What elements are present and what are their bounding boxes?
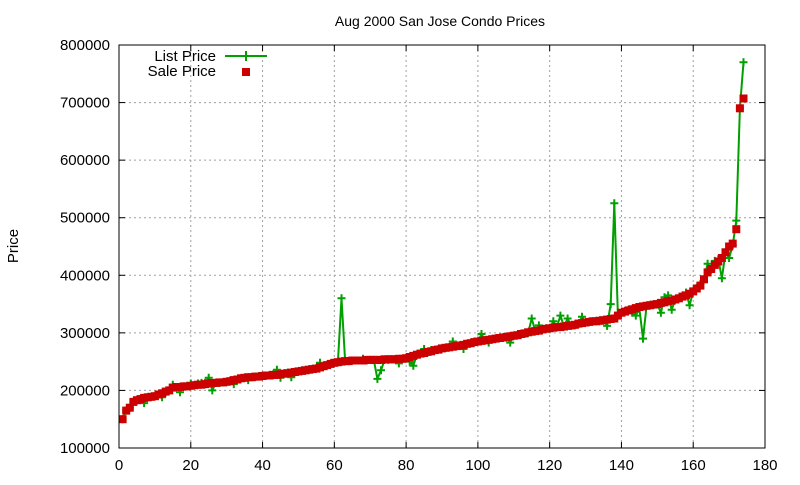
x-tick-label: 20 <box>182 457 199 474</box>
y-tick-label: 400000 <box>60 267 110 284</box>
y-tick-label: 700000 <box>60 95 110 112</box>
x-tick-label: 60 <box>326 457 343 474</box>
legend-plus-marker-icon <box>241 51 251 61</box>
legend-square-marker-icon <box>242 68 250 76</box>
plot-frame <box>118 44 766 449</box>
x-tick-label: 140 <box>609 457 634 474</box>
y-tick-label: 200000 <box>60 382 110 399</box>
y-tick-label: 300000 <box>60 325 110 342</box>
x-axis-ticks: 0 20 40 60 80 100 120 140 160 180 <box>115 45 778 474</box>
legend-label-list-price: List Price <box>154 48 216 65</box>
y-axis-label: Price <box>5 229 22 263</box>
x-tick-label: 180 <box>752 457 777 474</box>
x-tick-label: 40 <box>254 457 271 474</box>
legend: List Price Sale Price <box>148 48 267 80</box>
y-tick-label: 800000 <box>60 37 110 54</box>
series-list-price <box>118 58 748 424</box>
x-tick-label: 160 <box>681 457 706 474</box>
y-tick-label: 100000 <box>60 440 110 457</box>
x-tick-label: 80 <box>398 457 415 474</box>
y-tick-label: 600000 <box>60 152 110 169</box>
x-tick-label: 0 <box>115 457 123 474</box>
y-axis-ticks: 100000 200000 300000 400000 500000 600000 7000… <box>60 37 765 457</box>
grid-lines <box>119 45 765 448</box>
x-tick-label: 120 <box>537 457 562 474</box>
y-tick-label: 500000 <box>60 210 110 227</box>
series-sale-price <box>118 94 748 424</box>
x-tick-label: 100 <box>465 457 490 474</box>
chart-title: Aug 2000 San Jose Condo Prices <box>335 13 545 29</box>
legend-label-sale-price: Sale Price <box>148 63 216 80</box>
